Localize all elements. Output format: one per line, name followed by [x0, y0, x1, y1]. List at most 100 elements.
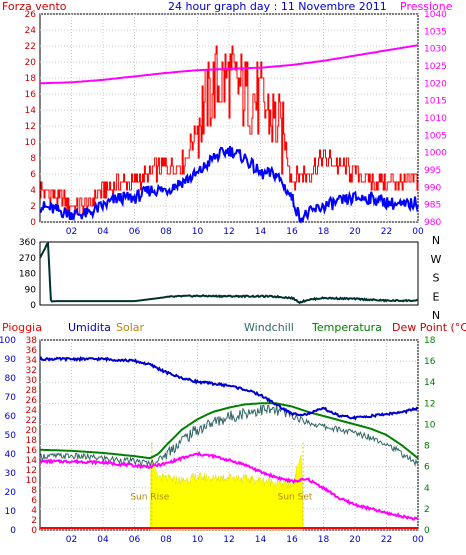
- rain-y-tick: 16: [26, 446, 38, 456]
- dew-point-label: Dew Point (°C): [392, 321, 466, 334]
- humidity-y-tick: 10: [5, 507, 17, 517]
- rain-y-tick: 8: [31, 486, 37, 496]
- pressure-y-tick: 1025: [424, 62, 447, 72]
- humidity-y-tick: 20: [5, 488, 17, 498]
- wind-y-tick: 0: [30, 218, 36, 228]
- wind-x-tick: 06: [129, 227, 141, 237]
- pressure-y-tick: 1015: [424, 97, 447, 107]
- pressure-y-tick: 990: [424, 183, 441, 193]
- wind-y-tick: 2: [30, 202, 36, 212]
- pressure-series: [39, 44, 419, 85]
- direction-panel-frame: [39, 241, 419, 306]
- temp-x-tick: 14: [255, 535, 267, 545]
- windchill-label: Windchill: [244, 321, 294, 334]
- temperature-y-tick: 14: [424, 378, 436, 388]
- temperature-y-tick: 16: [424, 357, 436, 367]
- temp-x-tick: 04: [97, 535, 109, 545]
- compass-label: N: [432, 234, 440, 247]
- rain-y-tick: 4: [31, 506, 37, 516]
- rain-y-tick: 6: [31, 496, 37, 506]
- pressure-y-tick: 1020: [424, 79, 447, 89]
- temp-x-tick: 08: [160, 535, 172, 545]
- rain-y-tick: 38: [26, 336, 38, 346]
- temp-x-tick: 20: [349, 535, 361, 545]
- wind-y-tick: 6: [30, 170, 36, 180]
- compass-label: W: [431, 253, 442, 266]
- temp-x-tick: 00: [412, 535, 424, 545]
- wind-speed-series: [39, 146, 419, 224]
- wind-x-tick: 08: [160, 227, 172, 237]
- temperature-y-tick: 12: [424, 399, 435, 409]
- rain-y-tick: 10: [26, 476, 38, 486]
- temp-x-tick: 16: [286, 535, 298, 545]
- humidity-y-tick: 60: [5, 412, 17, 422]
- temperature-y-tick: 8: [424, 442, 430, 452]
- temperature-y-tick: 18: [424, 336, 436, 346]
- pressure-y-tick: 1000: [424, 149, 447, 159]
- humidity-y-tick: 80: [5, 374, 17, 384]
- rain-y-tick: 0: [31, 526, 37, 536]
- temperature-y-tick: 0: [424, 526, 430, 536]
- pressure-y-tick: 1030: [424, 45, 447, 55]
- windchill-series: [39, 404, 418, 469]
- wind-strength-label: Forza vento: [2, 0, 67, 13]
- humidity-y-tick: 100: [0, 336, 16, 346]
- humidity-y-tick: 30: [5, 469, 17, 479]
- wind-y-tick: 18: [25, 74, 37, 84]
- humidity-y-tick: 40: [5, 450, 17, 460]
- pressure-y-tick: 985: [424, 201, 441, 211]
- temp-x-tick: 10: [192, 535, 204, 545]
- dew-point-series: [39, 451, 419, 521]
- wind-x-tick: 14: [255, 227, 267, 237]
- pressure-y-tick: 1005: [424, 131, 447, 141]
- sunrise-annotation: Sun Rise: [130, 493, 169, 503]
- wind-y-tick: 8: [30, 154, 36, 164]
- temperature-y-tick: 6: [424, 463, 430, 473]
- direction-y-tick: 360: [19, 238, 36, 248]
- pressure-y-tick: 995: [424, 166, 441, 176]
- wind-x-tick: 18: [318, 227, 330, 237]
- temperature-y-tick: 4: [424, 484, 430, 494]
- compass-label: N: [432, 309, 440, 322]
- wind-x-tick: 22: [381, 227, 392, 237]
- wind-y-tick: 14: [25, 106, 37, 116]
- temperature-label: Temperatura: [311, 321, 382, 334]
- rain-y-tick: 30: [26, 376, 38, 386]
- rain-y-tick: 32: [26, 366, 37, 376]
- rain-label: Pioggia: [2, 321, 42, 334]
- wind-y-tick: 16: [25, 90, 37, 100]
- rain-y-tick: 22: [26, 416, 37, 426]
- sunset-annotation: Sun Set: [278, 493, 313, 503]
- wind-x-tick: 16: [286, 227, 298, 237]
- wind-x-tick: 00: [412, 227, 424, 237]
- wind-y-tick: 4: [30, 186, 36, 196]
- humidity-y-tick: 0: [10, 526, 16, 536]
- rain-y-tick: 24: [26, 406, 38, 416]
- wind-y-tick: 12: [25, 122, 36, 132]
- rain-y-tick: 34: [26, 356, 38, 366]
- pressure-y-tick: 1040: [424, 10, 447, 20]
- wind-x-tick: 10: [192, 227, 204, 237]
- direction-y-tick: 180: [19, 270, 36, 280]
- direction-y-tick: 90: [25, 285, 37, 295]
- wind-gust-series: [40, 45, 419, 215]
- humidity-y-tick: 70: [5, 393, 17, 403]
- wind-y-tick: 26: [25, 10, 37, 20]
- solar-series: [150, 455, 304, 531]
- pressure-label: Pressione: [400, 0, 453, 13]
- wind-y-tick: 20: [25, 58, 37, 68]
- compass-label: E: [433, 290, 440, 303]
- temp-x-tick: 02: [66, 535, 77, 545]
- wind-y-tick: 22: [25, 42, 36, 52]
- wind-x-tick: 20: [349, 227, 361, 237]
- humidity-y-tick: 50: [5, 431, 17, 441]
- solar-label: Solar: [116, 321, 145, 334]
- temp-x-tick: 18: [318, 535, 330, 545]
- rain-y-tick: 12: [26, 466, 37, 476]
- temperature-y-tick: 10: [424, 420, 436, 430]
- rain-y-tick: 20: [26, 426, 38, 436]
- temp-x-tick: 12: [223, 535, 234, 545]
- wind-x-tick: 04: [97, 227, 109, 237]
- compass-label: S: [433, 272, 440, 285]
